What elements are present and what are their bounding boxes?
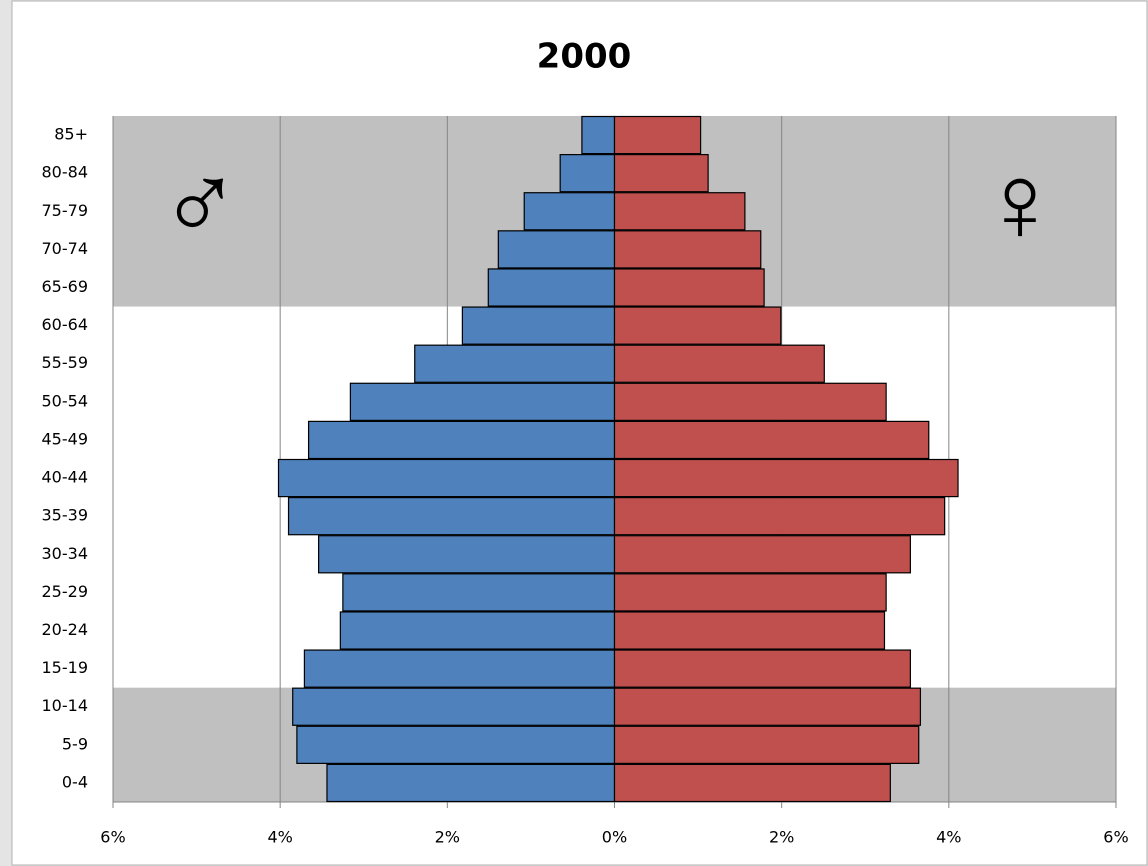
y-tick-label: 45-49 (42, 429, 89, 448)
bar (349, 382, 616, 421)
x-tick-label: 4% (936, 828, 961, 847)
bar (339, 611, 616, 650)
bar (559, 154, 616, 193)
bar (277, 458, 616, 498)
bar (326, 763, 616, 803)
y-tick-label: 60-64 (42, 315, 89, 334)
bar (613, 649, 911, 688)
bar (461, 306, 616, 345)
y-tick-label: 10-14 (42, 696, 89, 715)
bar (613, 192, 746, 231)
bar (613, 611, 886, 650)
y-tick-label: 50-54 (42, 391, 89, 410)
legend-symbol: ♂ (159, 138, 242, 266)
x-tick-label: 2% (769, 828, 794, 847)
y-tick-label: 5-9 (62, 734, 88, 753)
y-tick-label: 85+ (54, 125, 88, 144)
y-tick-label: 15-19 (42, 658, 89, 677)
x-tick-label: 4% (267, 828, 292, 847)
bar (613, 763, 891, 803)
bar (613, 458, 959, 498)
bar (296, 725, 616, 764)
bar (292, 687, 616, 726)
bar (613, 230, 762, 269)
bar (414, 344, 616, 383)
bar (613, 306, 782, 345)
y-tick-label: 55-59 (42, 353, 89, 372)
y-tick-label: 20-24 (42, 620, 89, 639)
y-tick-label: 25-29 (42, 582, 89, 601)
bar (497, 230, 616, 269)
bar (342, 573, 616, 612)
y-tick-label: 65-69 (42, 277, 89, 296)
bar (523, 192, 616, 231)
y-tick-label: 40-44 (42, 468, 89, 487)
bar (613, 154, 709, 193)
y-tick-label: 35-39 (42, 506, 89, 525)
bar (318, 535, 616, 574)
bar (613, 420, 930, 460)
bar (613, 535, 911, 574)
y-tick-label: 0-4 (62, 772, 88, 791)
bar (581, 115, 616, 155)
bar (613, 725, 920, 764)
x-tick-label: 6% (100, 828, 125, 847)
bar (613, 497, 946, 536)
y-tick-label: 75-79 (42, 201, 89, 220)
y-tick-label: 80-84 (42, 163, 89, 182)
chart-title: 2000 (537, 37, 632, 77)
bar (487, 268, 616, 307)
bar (613, 687, 922, 726)
bar (303, 649, 616, 688)
x-tick-label: 0% (602, 828, 627, 847)
bar (613, 573, 887, 612)
bar (613, 115, 702, 155)
bar (287, 497, 616, 536)
bar (613, 344, 825, 383)
legend-symbol: ♀ (979, 138, 1062, 266)
bar (613, 382, 887, 421)
x-tick-label: 2% (435, 828, 460, 847)
x-tick-label: 6% (1103, 828, 1128, 847)
y-tick-label: 70-74 (42, 239, 89, 258)
bar (307, 420, 616, 460)
bar (613, 268, 765, 307)
y-tick-label: 30-34 (42, 544, 89, 563)
